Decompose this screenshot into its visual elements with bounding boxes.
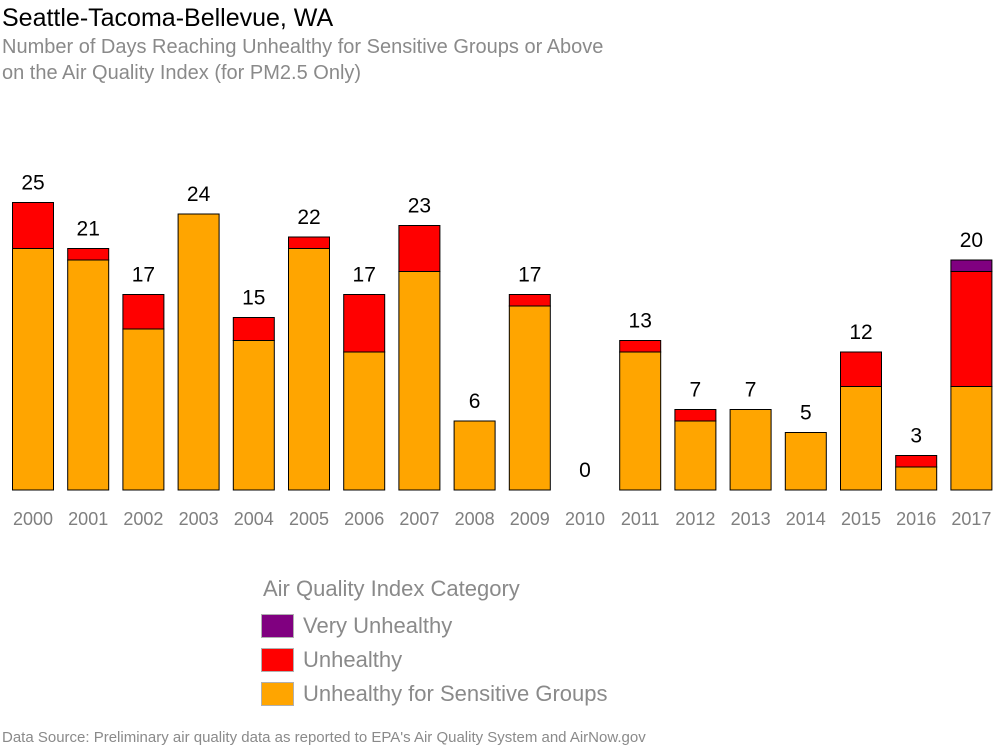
x-tick-label-2015: 2015 bbox=[841, 509, 881, 529]
data-label-2015: 12 bbox=[849, 321, 872, 344]
bar-segment-2006-unhealthy bbox=[343, 294, 386, 353]
x-tick-label-2009: 2009 bbox=[510, 509, 550, 529]
x-tick-label-2006: 2006 bbox=[344, 509, 384, 529]
bar-segment-2014-unhealthy-for-sensitive-groups bbox=[784, 432, 827, 491]
legend-label-very-unhealthy: Very Unhealthy bbox=[303, 613, 453, 638]
data-label-2001: 21 bbox=[77, 218, 100, 241]
data-label-2013: 7 bbox=[745, 379, 757, 402]
bar-segment-2016-unhealthy bbox=[895, 455, 938, 468]
x-tick-label-2003: 2003 bbox=[179, 509, 219, 529]
data-source-note: Data Source: Preliminary air quality dat… bbox=[2, 729, 646, 746]
bar-segment-2001-unhealthy bbox=[67, 248, 110, 261]
legend-swatch-unhealthy bbox=[261, 648, 294, 672]
bar-segment-2017-unhealthy bbox=[950, 271, 993, 387]
x-tick-label-2013: 2013 bbox=[731, 509, 771, 529]
bar-segment-2015-unhealthy-for-sensitive-groups bbox=[840, 386, 882, 491]
x-tick-label-2000: 2000 bbox=[13, 509, 53, 529]
x-tick-label-2014: 2014 bbox=[786, 509, 826, 529]
bar-segment-2011-unhealthy-for-sensitive-groups bbox=[619, 351, 662, 491]
bar-segment-2004-unhealthy bbox=[232, 317, 275, 341]
x-tick-label-2002: 2002 bbox=[123, 509, 163, 529]
data-label-2004: 15 bbox=[242, 287, 265, 310]
x-tick-label-2008: 2008 bbox=[455, 509, 495, 529]
bar-segment-2005-unhealthy bbox=[288, 236, 330, 249]
legend-title: Air Quality Index Category bbox=[263, 576, 520, 601]
x-tick-label-2012: 2012 bbox=[675, 509, 715, 529]
data-label-2008: 6 bbox=[469, 390, 481, 413]
bar-segment-2003-unhealthy-for-sensitive-groups bbox=[177, 213, 220, 491]
data-label-2011: 13 bbox=[629, 310, 652, 333]
bar-segment-2015-unhealthy bbox=[840, 351, 882, 387]
legend-label-sensitive-groups: Unhealthy for Sensitive Groups bbox=[303, 681, 608, 706]
data-label-2016: 3 bbox=[910, 425, 922, 448]
bar-segment-2002-unhealthy bbox=[122, 294, 165, 330]
data-label-2012: 7 bbox=[690, 379, 702, 402]
data-label-2017: 20 bbox=[960, 229, 983, 252]
bar-segment-2009-unhealthy-for-sensitive-groups bbox=[508, 305, 551, 491]
x-tick-label-2016: 2016 bbox=[896, 509, 936, 529]
x-tick-label-2001: 2001 bbox=[68, 509, 108, 529]
chart-title: Seattle-Tacoma-Bellevue, WA bbox=[2, 4, 334, 32]
x-tick-label-2011: 2011 bbox=[621, 509, 660, 529]
x-tick-label-2017: 2017 bbox=[951, 509, 991, 529]
x-tick-label-2004: 2004 bbox=[234, 509, 274, 529]
legend-swatch-very-unhealthy bbox=[261, 614, 294, 638]
bar-segment-2011-unhealthy bbox=[619, 340, 662, 353]
data-label-2005: 22 bbox=[297, 206, 320, 229]
bar-segment-2004-unhealthy-for-sensitive-groups bbox=[232, 340, 275, 491]
data-label-2002: 17 bbox=[132, 264, 155, 287]
data-label-2006: 17 bbox=[353, 264, 376, 287]
bar-segment-2007-unhealthy-for-sensitive-groups bbox=[398, 271, 441, 491]
bar-segment-2005-unhealthy-for-sensitive-groups bbox=[288, 248, 330, 491]
data-label-2009: 17 bbox=[518, 264, 541, 287]
bar-segment-2001-unhealthy-for-sensitive-groups bbox=[67, 259, 110, 491]
chart-subtitle-line1: Number of Days Reaching Unhealthy for Se… bbox=[2, 36, 604, 58]
bar-segment-2012-unhealthy-for-sensitive-groups bbox=[674, 420, 717, 491]
data-label-2007: 23 bbox=[408, 195, 431, 218]
bar-segment-2000-unhealthy-for-sensitive-groups bbox=[12, 248, 54, 491]
bar-chart: 2520002120011720022420031520042220051720… bbox=[12, 172, 993, 529]
bar-segment-2002-unhealthy-for-sensitive-groups bbox=[122, 328, 165, 491]
bar-segment-2007-unhealthy bbox=[398, 225, 441, 272]
legend-label-unhealthy: Unhealthy bbox=[303, 647, 403, 672]
bar-segment-2009-unhealthy bbox=[508, 294, 551, 307]
bar-segment-2000-unhealthy bbox=[12, 202, 54, 249]
data-label-2000: 25 bbox=[21, 172, 44, 195]
bar-segment-2017-unhealthy-for-sensitive-groups bbox=[950, 386, 993, 491]
bar-segment-2006-unhealthy-for-sensitive-groups bbox=[343, 351, 386, 491]
data-label-2010: 0 bbox=[579, 459, 591, 482]
data-label-2003: 24 bbox=[187, 183, 211, 206]
legend-swatch-sensitive-groups bbox=[261, 682, 294, 706]
bar-segment-2012-unhealthy bbox=[674, 409, 717, 422]
x-tick-label-2005: 2005 bbox=[289, 509, 329, 529]
x-tick-label-2007: 2007 bbox=[399, 509, 439, 529]
data-label-2014: 5 bbox=[800, 402, 812, 425]
bar-segment-2017-very-unhealthy bbox=[950, 259, 993, 272]
chart-subtitle-line2: on the Air Quality Index (for PM2.5 Only… bbox=[2, 62, 362, 84]
x-tick-label-2010: 2010 bbox=[565, 509, 605, 529]
bar-segment-2008-unhealthy-for-sensitive-groups bbox=[453, 420, 496, 491]
bar-segment-2016-unhealthy-for-sensitive-groups bbox=[895, 466, 938, 491]
bar-segment-2013-unhealthy-for-sensitive-groups bbox=[729, 409, 772, 491]
